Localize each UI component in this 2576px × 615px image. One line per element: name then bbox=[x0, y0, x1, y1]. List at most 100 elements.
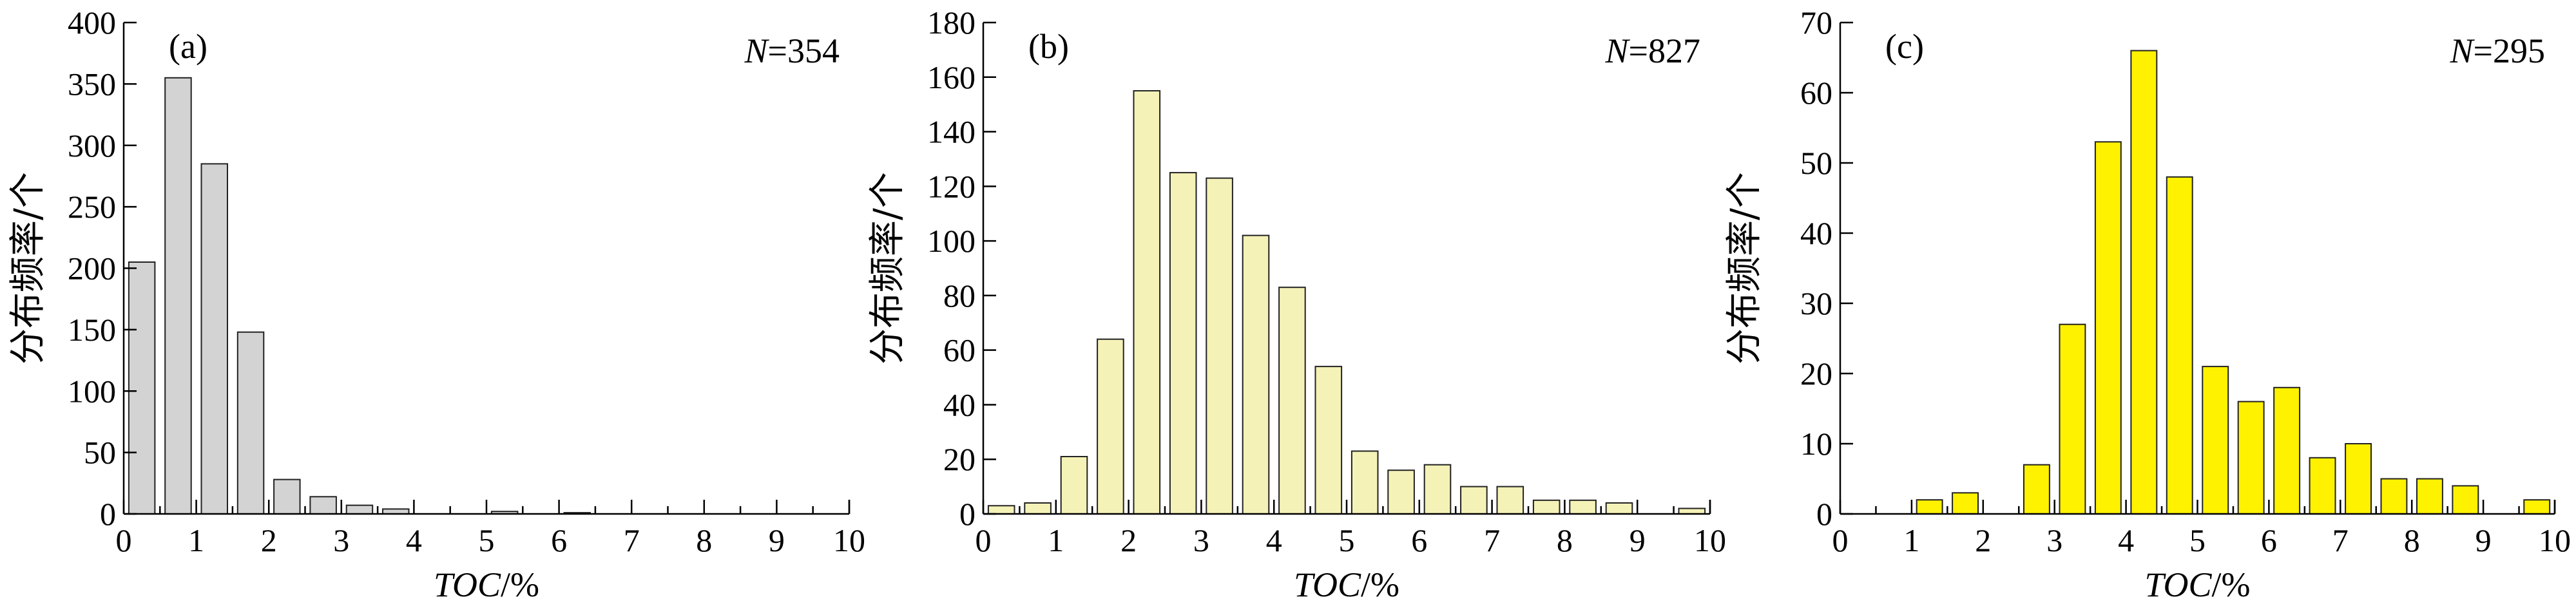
x-tick-label: 6 bbox=[1411, 522, 1427, 558]
sample-count-label: N=354 bbox=[744, 32, 840, 70]
bar bbox=[2130, 50, 2158, 515]
x-tick-label: 5 bbox=[1339, 522, 1355, 558]
y-axis-title: 分布频率/个 bbox=[7, 172, 49, 364]
x-tick-label: 0 bbox=[1832, 522, 1849, 558]
x-tick-label: 7 bbox=[1484, 522, 1500, 558]
y-tick-label: 30 bbox=[1800, 285, 1832, 321]
x-tick-label: 0 bbox=[116, 522, 132, 558]
bar bbox=[2237, 401, 2265, 515]
bar bbox=[1278, 287, 1306, 515]
x-tick-label: 1 bbox=[188, 522, 204, 558]
bar bbox=[1350, 450, 1379, 515]
x-tick-label: 5 bbox=[2189, 522, 2206, 558]
bar bbox=[164, 77, 192, 515]
y-tick-label: 400 bbox=[68, 5, 116, 41]
bar bbox=[1242, 234, 1270, 515]
chart-panel-1: 0 50 100 150 200 250 300 350 400 0 1 2 3 4 5 6 7 8 9 10 (a) N… bbox=[7, 5, 865, 604]
bar bbox=[128, 261, 156, 515]
bar-series bbox=[128, 77, 591, 515]
y-axis-title: 分布频率/个 bbox=[1724, 172, 1765, 364]
bar bbox=[1024, 502, 1052, 515]
y-tick-label: 140 bbox=[927, 114, 976, 150]
x-tick-label: 8 bbox=[696, 522, 712, 558]
bar bbox=[1569, 499, 1597, 515]
bar bbox=[345, 504, 374, 515]
bar bbox=[2452, 485, 2479, 515]
x-tick-label: 10 bbox=[2539, 522, 2571, 558]
bar bbox=[2273, 386, 2301, 515]
x-axis-title-unit: /% bbox=[1361, 565, 1399, 604]
y-tick-label: 350 bbox=[68, 66, 116, 102]
bar bbox=[273, 478, 301, 515]
bar bbox=[2309, 457, 2336, 515]
bar bbox=[2345, 443, 2372, 515]
x-tick-label: 4 bbox=[1266, 522, 1282, 558]
y-tick-label: 60 bbox=[943, 332, 976, 368]
x-tick-label: 2 bbox=[261, 522, 277, 558]
bar bbox=[1169, 172, 1197, 515]
y-tick-label: 0 bbox=[100, 496, 116, 532]
x-tick-label: 3 bbox=[2046, 522, 2062, 558]
bar-series bbox=[1916, 50, 2551, 515]
y-tick-label: 150 bbox=[68, 312, 116, 348]
sample-count-symbol: N bbox=[2450, 32, 2475, 70]
x-axis-title-unit: /% bbox=[2212, 565, 2251, 604]
y-tick-label: 20 bbox=[1800, 355, 1832, 392]
bar bbox=[2094, 141, 2122, 515]
y-tick-label: 0 bbox=[959, 496, 976, 532]
x-tick-label: 7 bbox=[624, 522, 640, 558]
bar bbox=[2416, 478, 2443, 515]
x-axis-title-variable: TOC bbox=[2144, 565, 2212, 604]
x-axis-title-unit: /% bbox=[501, 565, 539, 604]
y-tick-label: 100 bbox=[68, 373, 116, 409]
x-tick-label: 10 bbox=[833, 522, 865, 558]
chart-panel-3: 0 10 20 30 40 50 60 70 0 1 2 3 4 5 6 7 8 9 10 (c) N=295 TOC/%… bbox=[1724, 5, 2571, 604]
x-axis-title-variable: TOC bbox=[1294, 565, 1361, 604]
y-tick-label: 100 bbox=[927, 223, 976, 259]
x-tick-label: 2 bbox=[1975, 522, 1991, 558]
x-axis-title-variable: TOC bbox=[434, 565, 501, 604]
sample-count-value: =295 bbox=[2474, 32, 2545, 70]
bar bbox=[1916, 499, 1943, 515]
x-tick-label: 9 bbox=[769, 522, 785, 558]
y-ticks: 0 10 20 30 40 50 60 70 bbox=[1800, 5, 1853, 532]
y-tick-label: 80 bbox=[943, 278, 976, 314]
bar bbox=[1060, 456, 1088, 515]
bar-series bbox=[987, 90, 1706, 515]
panel-label: (c) bbox=[1885, 27, 1924, 66]
bar bbox=[200, 163, 228, 515]
y-tick-label: 160 bbox=[927, 59, 976, 95]
bar bbox=[1952, 492, 1979, 515]
x-tick-label: 9 bbox=[2475, 522, 2492, 558]
y-axis-title: 分布频率/个 bbox=[867, 172, 908, 364]
x-tick-label: 3 bbox=[1193, 522, 1209, 558]
panel-label: (a) bbox=[169, 27, 207, 66]
sample-count-label: N=295 bbox=[2450, 32, 2546, 70]
y-tick-label: 70 bbox=[1800, 5, 1832, 41]
bar bbox=[2523, 499, 2551, 515]
x-axis-title: TOC/% bbox=[434, 565, 539, 604]
x-tick-label: 3 bbox=[333, 522, 349, 558]
bar bbox=[1605, 502, 1633, 515]
bar bbox=[1314, 366, 1343, 515]
chart-panel-2: 0 20 40 60 80 100 120 140 160 180 0 1 2 3 4 5 6 7 8 9 10 (b) N… bbox=[867, 5, 1726, 604]
bar bbox=[1133, 90, 1161, 515]
sample-count-label: N=827 bbox=[1605, 32, 1701, 70]
bar bbox=[1387, 469, 1415, 515]
x-ticks: 0 1 2 3 4 5 6 7 8 9 10 bbox=[976, 500, 1726, 558]
y-tick-label: 200 bbox=[68, 251, 116, 287]
y-tick-label: 0 bbox=[1816, 496, 1832, 532]
sample-count-symbol: N bbox=[1605, 32, 1631, 70]
bar bbox=[2166, 176, 2193, 515]
x-axis-title: TOC/% bbox=[1294, 565, 1399, 604]
x-tick-label: 1 bbox=[1903, 522, 1919, 558]
x-tick-label: 7 bbox=[2332, 522, 2349, 558]
sample-count-value: =827 bbox=[1629, 32, 1700, 70]
bar bbox=[1532, 499, 1561, 515]
bar bbox=[309, 496, 337, 515]
bar bbox=[1460, 486, 1488, 515]
bar bbox=[1423, 464, 1452, 515]
x-tick-label: 9 bbox=[1629, 522, 1646, 558]
